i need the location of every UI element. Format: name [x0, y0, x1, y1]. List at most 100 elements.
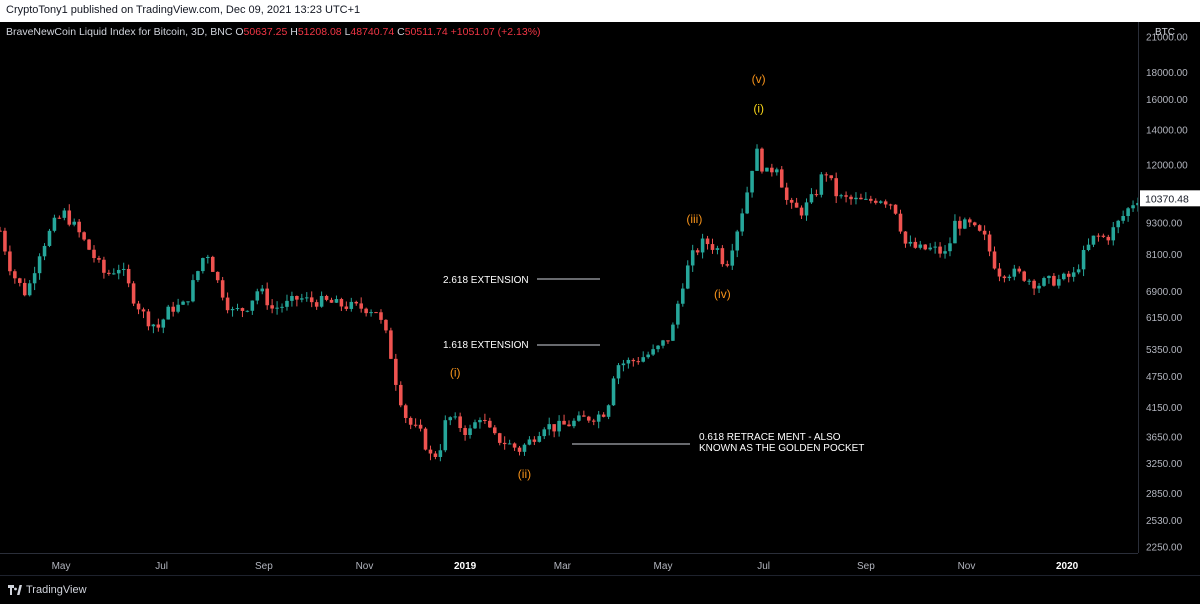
candle — [67, 210, 72, 225]
candle — [532, 439, 537, 442]
candle — [641, 357, 645, 362]
time-tick-label: Nov — [356, 561, 374, 572]
candle — [389, 330, 393, 359]
current-price-label: 10370.48 — [1145, 193, 1189, 205]
candle — [1066, 273, 1071, 277]
candle — [789, 199, 794, 203]
candle — [760, 148, 764, 172]
candle — [631, 359, 636, 362]
candle — [47, 230, 52, 246]
candle — [146, 311, 151, 327]
candle — [527, 439, 532, 445]
price-scale[interactable]: BTC 21000.00 18000.00 16000.00 14000.00 12000… — [1138, 22, 1200, 554]
candle — [468, 428, 472, 435]
candle — [220, 280, 225, 298]
candle — [864, 198, 868, 200]
legend-close: 50511.74 — [404, 26, 448, 38]
candle — [913, 241, 918, 248]
candle — [206, 256, 210, 259]
candle — [1062, 273, 1066, 280]
candle — [344, 306, 349, 309]
price-tick-label: 3250.00 — [1146, 459, 1183, 470]
price-tick-label: 2850.00 — [1146, 489, 1183, 500]
candle — [824, 174, 829, 176]
price-tick-label: 4150.00 — [1146, 403, 1183, 414]
candle — [1037, 285, 1041, 289]
candle — [166, 306, 171, 320]
candle — [987, 234, 992, 252]
candle — [1042, 278, 1046, 286]
candle — [428, 449, 433, 454]
candle — [300, 298, 304, 300]
candle — [685, 265, 690, 289]
candle — [37, 256, 42, 274]
candle — [616, 365, 621, 379]
candle — [651, 349, 655, 355]
candle — [636, 361, 641, 363]
candle — [1012, 268, 1017, 277]
wave-labels-layer: (i) (ii) (iii) (iv) (v) (i) — [450, 72, 766, 481]
candle — [1022, 271, 1026, 281]
candles-layer — [0, 144, 1140, 462]
ext-2618-label: 2.618 EXTENSION — [443, 275, 529, 286]
ext-1618-label: 1.618 EXTENSION — [443, 340, 529, 351]
time-tick-label: Sep — [255, 561, 273, 572]
candle — [799, 207, 804, 216]
candle — [854, 197, 858, 200]
candle — [730, 250, 735, 266]
candle — [285, 300, 289, 307]
time-axis[interactable]: May Jul Sep Nov 2019 Mar May Jul Sep Nov 2020 — [0, 553, 1138, 576]
price-tick-label: 6150.00 — [1146, 313, 1183, 324]
candle — [834, 178, 838, 197]
candle — [992, 251, 997, 269]
chart-pane[interactable]: 2.618 EXTENSION 1.618 EXTENSION 0.618 RE… — [0, 22, 1140, 553]
currency-label: BTC — [1155, 27, 1175, 38]
candle — [121, 268, 126, 270]
candle — [394, 358, 398, 385]
candle — [339, 299, 344, 307]
price-tick-label: 9300.00 — [1146, 219, 1183, 230]
candle — [369, 312, 373, 314]
wave-label: (i) — [450, 366, 461, 380]
legend-low: 48740.74 — [350, 26, 395, 38]
wave-label: (iii) — [686, 212, 702, 226]
candle — [92, 249, 96, 259]
candle — [359, 303, 363, 309]
candle — [107, 272, 111, 274]
candle — [562, 420, 566, 425]
legend-symbol: BraveNewCoin Liquid Index for Bitcoin, 3… — [6, 26, 233, 38]
candle — [1086, 244, 1091, 250]
candle — [1101, 235, 1106, 237]
candle — [191, 280, 195, 302]
chart-legend: BraveNewCoin Liquid Index for Bitcoin, 3… — [6, 26, 541, 38]
candle — [3, 230, 7, 252]
candle — [210, 256, 215, 272]
candle — [676, 303, 680, 325]
time-tick-label: 2020 — [1056, 561, 1079, 572]
candle — [873, 200, 878, 203]
candle — [577, 415, 581, 421]
candle — [304, 297, 309, 299]
candle — [908, 241, 913, 244]
candle — [57, 217, 62, 219]
candle — [829, 175, 834, 179]
candle — [408, 417, 413, 425]
candle — [859, 197, 863, 200]
candle — [176, 304, 180, 312]
candle — [493, 427, 497, 434]
candlestick-chart[interactable]: 2.618 EXTENSION 1.618 EXTENSION 0.618 RE… — [0, 22, 1140, 553]
candle — [819, 174, 824, 195]
candle — [181, 301, 185, 305]
time-tick-label: Jul — [757, 561, 770, 572]
candle — [453, 416, 457, 418]
legend-h-label: H — [290, 26, 298, 38]
candle — [542, 429, 547, 437]
candle — [77, 221, 81, 233]
candle — [1106, 236, 1111, 241]
candle — [666, 340, 670, 342]
candle — [740, 213, 744, 232]
candle — [765, 167, 769, 172]
candle — [1007, 276, 1012, 279]
candle — [418, 424, 423, 429]
